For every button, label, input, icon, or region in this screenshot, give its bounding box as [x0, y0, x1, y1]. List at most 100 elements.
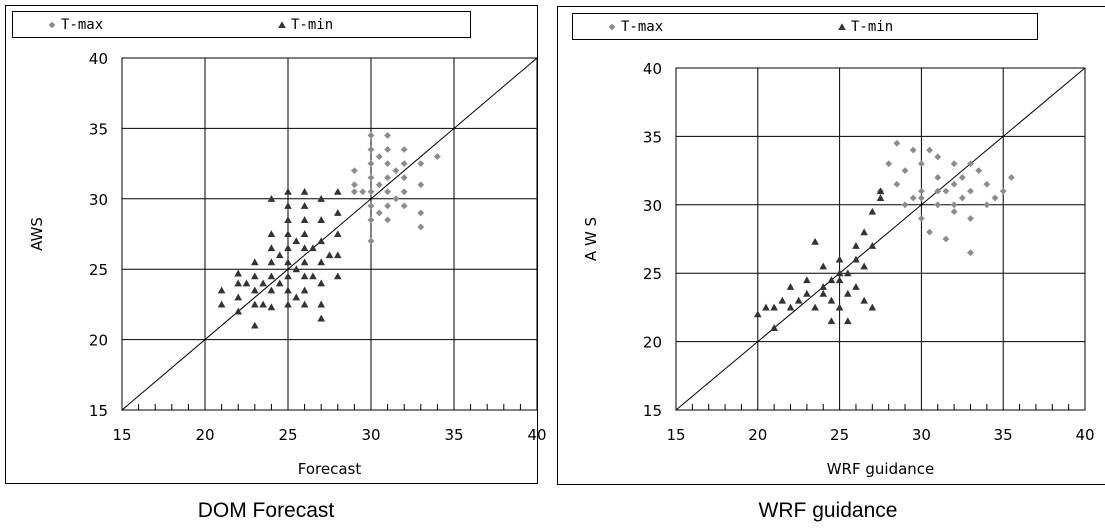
point-t-min: [309, 244, 317, 252]
x-axis-label: Forecast: [298, 460, 362, 478]
point-t-min: [786, 303, 795, 311]
point-t-min: [284, 300, 292, 308]
point-t-min: [827, 296, 836, 304]
point-t-min: [860, 262, 868, 270]
point-t-min: [819, 289, 828, 297]
point-t-max: [384, 174, 391, 182]
point-t-min: [835, 303, 844, 311]
point-t-min: [251, 272, 259, 280]
point-t-min: [860, 296, 868, 304]
point-t-min: [827, 317, 836, 325]
point-t-min: [275, 251, 284, 259]
point-t-min: [300, 286, 309, 294]
y-tick-label: 30: [643, 197, 662, 215]
point-t-min: [843, 269, 852, 277]
y-tick-label: 35: [643, 128, 662, 146]
y-tick-label: 40: [89, 50, 108, 68]
point-t-min: [300, 230, 309, 238]
point-t-min: [284, 244, 292, 252]
point-t-min: [868, 207, 877, 215]
point-t-min: [334, 230, 342, 238]
point-t-min: [234, 279, 242, 287]
point-t-min: [868, 242, 877, 249]
point-t-min: [300, 244, 309, 252]
point-t-max: [400, 146, 408, 153]
y-tick-label: 15: [89, 402, 108, 420]
point-t-max: [918, 194, 925, 202]
point-t-min: [275, 279, 284, 287]
point-t-min: [300, 300, 309, 308]
point-t-min: [259, 279, 267, 287]
point-t-min: [811, 303, 819, 311]
point-t-min: [267, 195, 276, 202]
point-t-max: [893, 139, 901, 147]
point-t-max: [400, 174, 408, 182]
chart-caption-1: DOM Forecast: [198, 499, 335, 522]
point-t-min: [860, 228, 868, 236]
point-t-max: [375, 209, 383, 217]
legend-marker-t-min: [838, 23, 846, 31]
series-t-max: [877, 139, 1015, 257]
point-t-max: [926, 146, 933, 154]
chart-1: T-max T-min 15 20 25 30 35 40 15 20 25 30 35 40 Foreca…: [5, 5, 547, 484]
point-t-min: [284, 286, 292, 294]
point-t-max: [975, 167, 983, 174]
point-t-min: [827, 276, 836, 284]
point-t-min: [292, 237, 301, 245]
point-t-min: [770, 303, 778, 311]
point-t-min: [819, 262, 828, 270]
x-tick-label: 20: [195, 426, 214, 444]
point-t-min: [317, 258, 325, 266]
point-t-max: [375, 153, 383, 160]
point-t-max: [967, 215, 974, 222]
y-tick-label: 30: [89, 191, 108, 209]
point-t-max: [983, 201, 991, 209]
x-tick-label: 15: [666, 426, 685, 444]
series-t-min: [217, 187, 342, 329]
point-t-max: [384, 160, 391, 167]
point-t-max: [417, 209, 425, 217]
point-t-max: [359, 188, 367, 196]
point-t-min: [843, 289, 852, 297]
point-t-max: [893, 180, 901, 188]
point-t-min: [284, 202, 292, 209]
point-t-min: [251, 258, 259, 266]
point-t-max: [918, 187, 925, 195]
point-t-min: [852, 255, 860, 263]
point-t-min: [852, 242, 860, 249]
point-t-max: [367, 202, 375, 210]
y-axis-label: AWS: [28, 217, 46, 251]
y-tick-label: 20: [643, 334, 662, 352]
point-t-min: [803, 276, 811, 284]
point-t-min: [300, 202, 309, 209]
point-t-min: [251, 286, 259, 294]
point-t-max: [967, 249, 974, 257]
y-axis-label: A W S: [582, 217, 600, 261]
point-t-min: [852, 283, 860, 290]
point-t-min: [762, 303, 770, 311]
chart-2: T-max T-min 15 20 25 30 35 40 15 20 25 30 35 40 WRF gu…: [557, 6, 1105, 485]
point-t-max: [942, 235, 950, 243]
point-t-min: [251, 321, 259, 329]
point-t-max: [367, 174, 375, 182]
point-t-max: [885, 160, 893, 168]
point-t-min: [811, 237, 819, 245]
point-t-max: [367, 146, 375, 153]
point-t-max: [983, 180, 991, 188]
legend-box: [12, 11, 471, 38]
chart-caption-2: WRF guidance: [759, 499, 898, 522]
point-t-max: [417, 181, 425, 189]
point-t-max: [375, 181, 383, 189]
point-t-max: [942, 187, 950, 195]
point-t-min: [819, 283, 828, 290]
x-tick-label: 30: [912, 426, 931, 444]
point-t-max: [991, 194, 999, 202]
y-tick-label: 35: [89, 120, 108, 138]
point-t-min: [770, 324, 778, 331]
point-t-max: [967, 160, 974, 168]
point-t-min: [778, 296, 787, 304]
point-t-min: [803, 289, 811, 297]
point-t-max: [918, 215, 925, 222]
point-t-min: [284, 272, 292, 280]
